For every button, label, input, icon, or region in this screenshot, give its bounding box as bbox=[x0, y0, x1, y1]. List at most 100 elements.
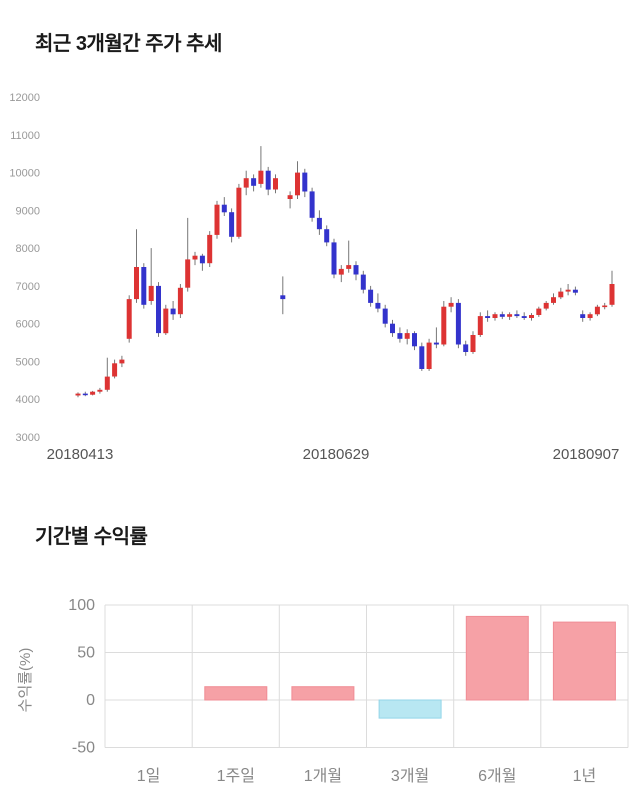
candle bbox=[295, 161, 300, 199]
candle bbox=[529, 313, 534, 321]
candle bbox=[587, 312, 593, 321]
candle-body bbox=[529, 315, 534, 318]
candle bbox=[558, 287, 564, 300]
candles bbox=[75, 146, 615, 398]
candle-body bbox=[134, 267, 139, 300]
returns-y-tick-label: -50 bbox=[72, 740, 95, 757]
candle bbox=[141, 263, 147, 309]
candle-body bbox=[565, 289, 571, 292]
candle-body bbox=[426, 342, 432, 369]
candle-body bbox=[360, 274, 366, 290]
candle bbox=[199, 253, 205, 271]
candle-body bbox=[448, 302, 454, 307]
candle-body bbox=[112, 363, 118, 377]
candle bbox=[221, 197, 227, 216]
candle bbox=[119, 355, 125, 368]
candle-body bbox=[375, 302, 381, 309]
candle-body bbox=[163, 308, 169, 334]
candle-body bbox=[558, 291, 564, 298]
candle bbox=[485, 310, 491, 322]
price-x-date-label: 20180629 bbox=[303, 446, 370, 463]
candle bbox=[580, 310, 586, 322]
candle-body bbox=[280, 295, 286, 300]
candle-body bbox=[295, 172, 300, 196]
bars bbox=[204, 615, 616, 719]
candle bbox=[214, 200, 220, 239]
candle-body bbox=[587, 314, 593, 318]
candle-body bbox=[441, 306, 447, 345]
candle-body bbox=[536, 308, 542, 315]
candle bbox=[397, 327, 403, 343]
price-y-tick-label: 3000 bbox=[16, 432, 40, 444]
candle-body bbox=[177, 287, 183, 315]
candle bbox=[390, 319, 395, 337]
return-bar bbox=[465, 615, 529, 701]
candle bbox=[426, 338, 432, 371]
returns-y-tick-label: 0 bbox=[86, 692, 95, 709]
candle bbox=[302, 168, 308, 198]
candle-body bbox=[141, 267, 147, 305]
candle bbox=[82, 391, 88, 397]
price-y-tick-label: 6000 bbox=[16, 319, 40, 331]
return-bar bbox=[204, 686, 268, 701]
candle-body bbox=[97, 389, 103, 392]
candle-body bbox=[251, 178, 257, 186]
candle bbox=[236, 183, 242, 239]
candle bbox=[229, 208, 235, 243]
candle-body bbox=[397, 333, 403, 339]
candle bbox=[463, 340, 469, 356]
candle-body bbox=[499, 314, 505, 317]
candle bbox=[375, 293, 381, 313]
candle bbox=[156, 282, 161, 337]
candle-body bbox=[463, 344, 469, 352]
candle-body bbox=[338, 268, 344, 275]
candle bbox=[316, 210, 322, 235]
candle-body bbox=[214, 204, 220, 235]
candle-body bbox=[148, 285, 154, 301]
candle bbox=[258, 146, 264, 188]
candle-body bbox=[470, 335, 476, 352]
candle bbox=[185, 217, 191, 292]
candle bbox=[346, 240, 352, 273]
candle-body bbox=[419, 346, 425, 369]
candle bbox=[602, 302, 608, 310]
candle-body bbox=[602, 305, 608, 308]
candle bbox=[368, 285, 374, 307]
candle bbox=[163, 304, 169, 335]
candle-body bbox=[316, 217, 322, 230]
candle-body bbox=[185, 259, 191, 288]
period-returns-title: 기간별 수익률 bbox=[35, 526, 148, 548]
candle bbox=[338, 265, 344, 283]
candle bbox=[448, 297, 454, 313]
candle-body bbox=[192, 255, 198, 260]
return-bar bbox=[291, 686, 355, 701]
candle bbox=[551, 293, 556, 305]
candle-body bbox=[485, 316, 491, 318]
price-y-tick-label: 12000 bbox=[9, 92, 40, 104]
candle-body bbox=[324, 229, 330, 243]
candle bbox=[265, 166, 271, 196]
candle bbox=[287, 191, 293, 209]
price-y-tick-label: 8000 bbox=[16, 243, 40, 255]
candle bbox=[455, 299, 461, 349]
candle bbox=[404, 329, 410, 345]
price-x-date-label: 20180907 bbox=[553, 446, 620, 463]
price-x-date-label: 20180413 bbox=[47, 446, 114, 463]
candle bbox=[492, 312, 498, 321]
candle-body bbox=[90, 391, 96, 395]
candlestick-svg: 12000 11000 10000 9000 8000 7000 6000 5000 4000 3… bbox=[9, 92, 620, 463]
candle-body bbox=[580, 314, 586, 318]
candle-body bbox=[309, 191, 315, 218]
candle-body bbox=[302, 172, 308, 192]
candle bbox=[126, 295, 132, 343]
candle bbox=[324, 225, 330, 247]
returns-x-category-label: 1개월 bbox=[304, 767, 342, 785]
candle-body bbox=[119, 359, 125, 364]
candle-body bbox=[368, 289, 374, 303]
candle bbox=[192, 251, 198, 266]
candle bbox=[594, 304, 600, 317]
candle bbox=[104, 357, 110, 392]
candle-body bbox=[229, 212, 235, 237]
candle bbox=[353, 261, 359, 281]
candle-body bbox=[346, 265, 352, 269]
